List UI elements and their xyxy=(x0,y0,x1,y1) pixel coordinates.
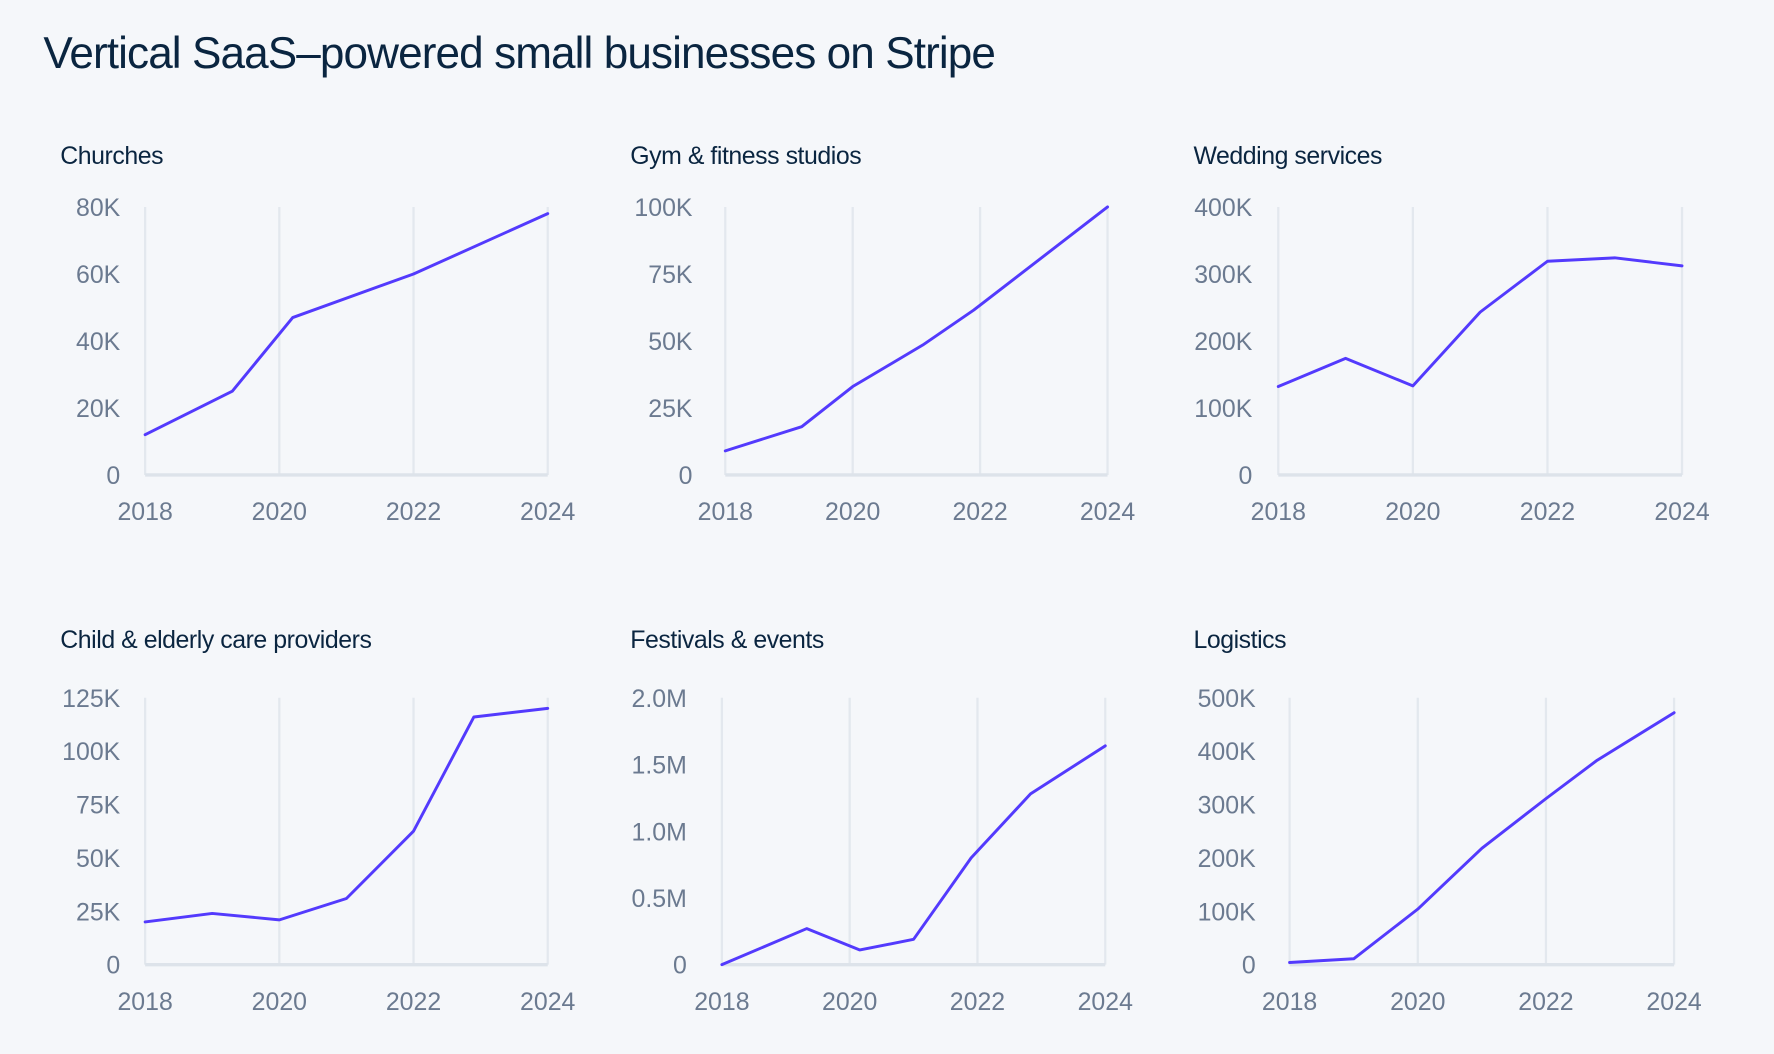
x-tick-label: 2020 xyxy=(825,498,880,526)
y-tick-label: 1.5M xyxy=(632,752,687,780)
main-title: Vertical SaaS–powered small businesses o… xyxy=(43,29,995,78)
y-tick-label: 100K xyxy=(634,194,692,222)
y-tick-label: 100K xyxy=(1198,898,1256,926)
x-tick-label: 2020 xyxy=(252,988,307,1016)
x-tick-label: 2018 xyxy=(1262,988,1317,1016)
x-tick-label: 2022 xyxy=(386,498,441,526)
x-tick-label: 2024 xyxy=(1080,498,1135,526)
panel-6: Logistics 2018 2020 2022 2024 0 100K 200K 300K 40… xyxy=(1193,626,1701,1016)
y-tick-label: 2.0M xyxy=(632,685,687,713)
x-tick-label: 2024 xyxy=(1078,988,1133,1016)
y-tick-label: 400K xyxy=(1198,738,1256,766)
panel-title: Churches xyxy=(60,142,163,170)
y-tick-label: 75K xyxy=(76,792,121,820)
y-tick-label: 80K xyxy=(76,194,121,222)
x-tick-label: 2020 xyxy=(1390,988,1445,1016)
panel-2: Gym & fitness studios 2018 2020 2022 2024 0 25… xyxy=(630,142,1135,526)
y-tick-label: 25K xyxy=(648,395,693,423)
x-tick-label: 2020 xyxy=(1385,498,1440,526)
x-tick-label: 2018 xyxy=(694,988,749,1016)
x-tick-label: 2018 xyxy=(1251,498,1306,526)
panel-title: Wedding services xyxy=(1193,142,1382,170)
panel-3: Wedding services 2018 2020 2022 2024 0 100K 200… xyxy=(1193,142,1709,526)
y-tick-label: 60K xyxy=(76,261,121,289)
y-tick-label: 0 xyxy=(106,952,120,980)
x-tick-label: 2024 xyxy=(520,498,575,526)
panel-5: Festivals & events 2018 2020 2022 2024 0 0.5M 1… xyxy=(630,626,1133,1016)
y-tick-label: 300K xyxy=(1198,792,1256,820)
y-tick-label: 0 xyxy=(1238,462,1252,490)
x-tick-label: 2022 xyxy=(950,988,1005,1016)
y-tick-label: 200K xyxy=(1198,845,1256,873)
y-tick-label: 1.0M xyxy=(632,818,687,846)
y-tick-label: 100K xyxy=(1194,395,1252,423)
x-tick-label: 2022 xyxy=(1520,498,1575,526)
y-tick-label: 500K xyxy=(1198,685,1256,713)
y-tick-label: 40K xyxy=(76,328,121,356)
y-tick-label: 300K xyxy=(1194,261,1252,289)
y-tick-label: 0 xyxy=(673,952,687,980)
y-tick-label: 20K xyxy=(76,395,121,423)
y-tick-label: 0 xyxy=(106,462,120,490)
panel-title: Gym & fitness studios xyxy=(630,142,861,170)
x-tick-label: 2024 xyxy=(520,988,575,1016)
small-multiples: Churches 2018 2020 2022 2024 0 20K 40K 60K 80K Gym… xyxy=(60,142,1710,1016)
panel-title: Festivals & events xyxy=(630,626,824,654)
x-tick-label: 2020 xyxy=(252,498,307,526)
y-tick-label: 0 xyxy=(679,462,693,490)
panel-1: Churches 2018 2020 2022 2024 0 20K 40K 60K 80K xyxy=(60,142,575,526)
panel-title: Logistics xyxy=(1193,626,1286,654)
y-tick-label: 25K xyxy=(76,898,121,926)
x-tick-label: 2022 xyxy=(952,498,1007,526)
x-tick-label: 2022 xyxy=(386,988,441,1016)
x-tick-label: 2024 xyxy=(1654,498,1709,526)
panel-4: Child & elderly care providers 2018 2020 20… xyxy=(60,626,575,1016)
y-tick-label: 50K xyxy=(76,845,121,873)
y-tick-label: 75K xyxy=(648,261,693,289)
y-tick-label: 50K xyxy=(648,328,693,356)
x-tick-label: 2018 xyxy=(698,498,753,526)
y-tick-label: 100K xyxy=(62,738,120,766)
x-tick-label: 2020 xyxy=(822,988,877,1016)
y-tick-label: 125K xyxy=(62,685,120,713)
y-tick-label: 400K xyxy=(1194,194,1252,222)
panel-title: Child & elderly care providers xyxy=(60,626,371,654)
x-tick-label: 2024 xyxy=(1646,988,1701,1016)
series-line xyxy=(723,205,1109,453)
x-tick-label: 2018 xyxy=(117,498,172,526)
y-tick-label: 0 xyxy=(1242,952,1256,980)
y-tick-label: 200K xyxy=(1194,328,1252,356)
x-tick-label: 2018 xyxy=(117,988,172,1016)
x-tick-label: 2022 xyxy=(1518,988,1573,1016)
y-tick-label: 0.5M xyxy=(632,885,687,913)
